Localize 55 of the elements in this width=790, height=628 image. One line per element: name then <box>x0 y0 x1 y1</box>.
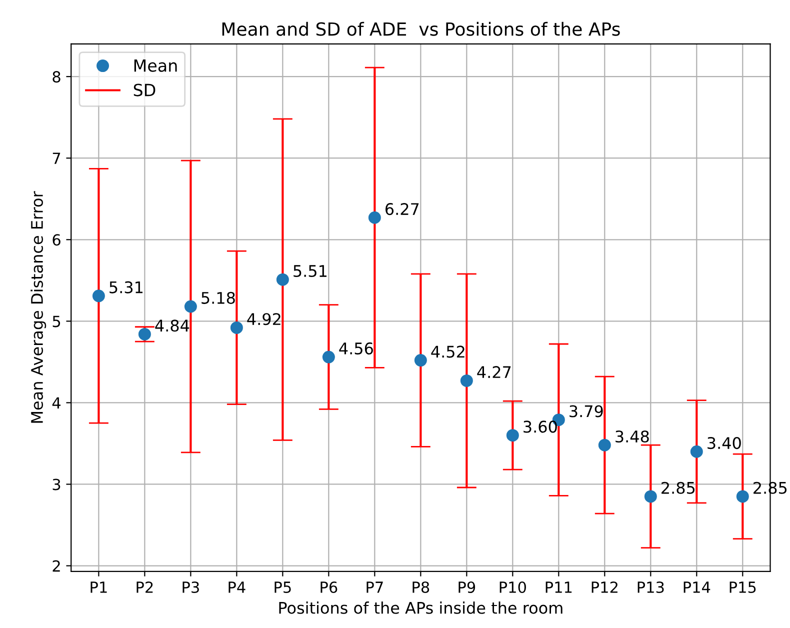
data-label: 3.60 <box>524 420 557 433</box>
point <box>690 445 703 458</box>
x-tick-label: P3 <box>182 581 199 594</box>
point <box>736 490 749 503</box>
x-tick-label: P13 <box>638 581 664 594</box>
x-tick-label: P7 <box>366 582 383 593</box>
data-label: 3.79 <box>570 405 603 418</box>
x-tick-label: P6 <box>320 581 338 594</box>
data-label: 6.27 <box>386 202 419 216</box>
x-tick-label: P12 <box>592 581 618 593</box>
x-tick-label: P8 <box>412 581 430 594</box>
data-label: 5.18 <box>202 292 235 304</box>
data-label: 4.84 <box>155 320 190 332</box>
legend-label: Mean <box>134 59 177 72</box>
x-axis-title: Positions of the APs inside the room <box>279 602 562 614</box>
x-tick-label: P15 <box>730 582 756 594</box>
y-tick-label: 2 <box>52 560 60 572</box>
y-tick-label: 7 <box>52 152 60 164</box>
data-label: 5.51 <box>294 265 326 278</box>
data-label: 4.27 <box>477 366 511 378</box>
x-tick-label: P1 <box>90 582 107 593</box>
data-label: 3.40 <box>708 436 741 450</box>
y-tick-label: 5 <box>52 316 60 328</box>
point <box>460 374 473 387</box>
point <box>644 490 657 503</box>
data-label: 4.52 <box>431 346 464 358</box>
point <box>506 429 519 442</box>
y-tick-label: 3 <box>52 478 60 490</box>
y-tick-label: 4 <box>52 397 61 409</box>
point <box>184 300 197 313</box>
chart-title: Mean and SD of ADE vs Positions of the APs <box>222 22 620 36</box>
point <box>368 211 381 224</box>
point <box>92 290 105 302</box>
data-label: 5.31 <box>110 281 143 294</box>
point <box>414 354 427 367</box>
data-label: 3.48 <box>616 430 649 443</box>
point <box>230 321 243 334</box>
x-tick-label: P10 <box>500 581 526 594</box>
x-tick-label: P2 <box>136 581 153 593</box>
data-label: 4.56 <box>339 342 373 354</box>
point <box>138 328 151 340</box>
x-tick-label: P14 <box>684 582 710 593</box>
point <box>276 273 289 286</box>
point <box>322 350 335 364</box>
y-tick-label: 6 <box>52 234 60 246</box>
y-axis-title: Mean Average Distance Error <box>30 191 46 423</box>
x-tick-label: P5 <box>274 582 291 594</box>
data-label: 4.92 <box>247 313 280 326</box>
x-tick-label: P11 <box>546 582 572 593</box>
point <box>598 438 611 452</box>
y-tick-label: 8 <box>52 71 60 83</box>
x-tick-label: P4 <box>228 582 246 593</box>
legend-label: SD <box>134 84 156 96</box>
data-label: 2.85 <box>662 482 695 494</box>
x-tick-label: P9 <box>458 581 476 594</box>
